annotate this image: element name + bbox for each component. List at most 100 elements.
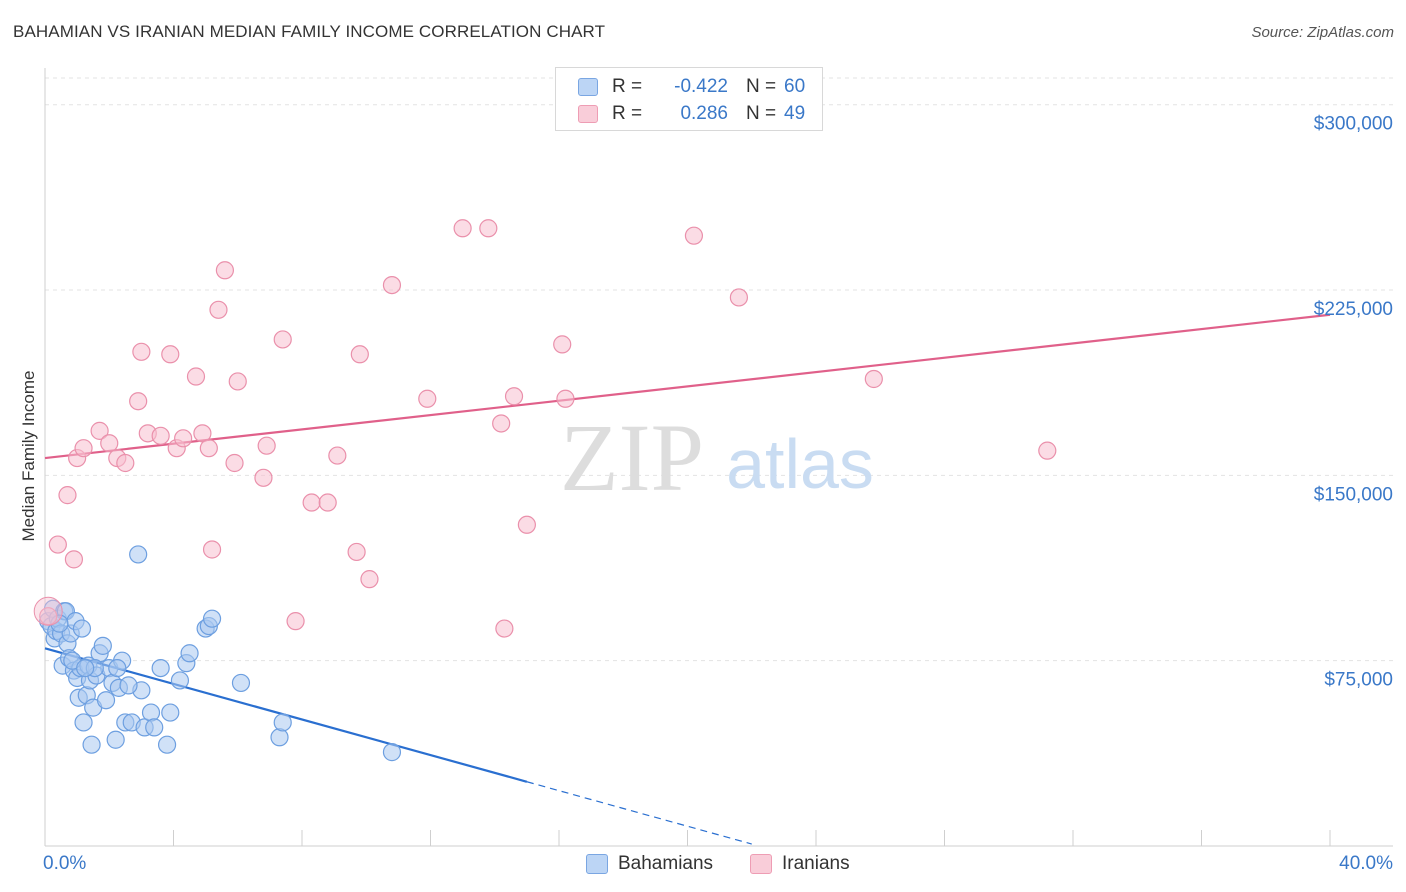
iranians-point <box>729 288 749 307</box>
iranians-point <box>517 515 536 534</box>
iranians-point <box>556 389 575 408</box>
iranians-point <box>286 612 305 631</box>
x-tick-label: 0.0% <box>43 853 86 874</box>
y-tick-label: $150,000 <box>1314 484 1393 505</box>
bahamians-point <box>106 730 125 749</box>
trend-lines <box>44 313 1331 845</box>
bahamians-point <box>96 691 116 710</box>
iranians-point <box>116 453 135 473</box>
iranians-point <box>151 426 170 445</box>
data-points <box>33 219 1057 762</box>
iranians-point <box>318 493 337 512</box>
iranians-point <box>273 330 292 349</box>
bahamians-point <box>82 735 101 754</box>
legend-r-value: -0.422 <box>674 76 728 97</box>
correlation-legend: R = -0.422 N = 60 R = 0.286 N = 49 <box>555 67 823 131</box>
y-tick-label: $75,000 <box>1324 670 1393 691</box>
iranians-point <box>504 387 524 406</box>
iranians-point <box>302 493 321 512</box>
legend-n-label: N = <box>746 76 777 97</box>
bahamians-point <box>119 676 138 695</box>
iranians-point <box>495 619 514 638</box>
bahamians-point <box>270 728 289 747</box>
iranians-point <box>161 345 180 364</box>
bahamians-point <box>382 743 402 762</box>
tick-labels: $75,000 $150,000 $225,000 $300,000 0.0% 40.0% <box>43 114 1393 874</box>
bahamians-point <box>157 735 177 754</box>
iranians-point <box>58 486 77 505</box>
iranians-point <box>684 226 704 245</box>
legend-n-value: 49 <box>784 103 806 124</box>
iranians-point <box>90 421 109 440</box>
chart-source: Source: ZipAtlas.com <box>1251 24 1394 41</box>
legend-row-iranians: R = 0.286 N = 49 <box>578 102 805 126</box>
series-name-iranians: Iranians <box>782 853 850 874</box>
iranians-point <box>202 540 222 559</box>
legend-r-value: 0.286 <box>680 103 728 124</box>
legend-n-label: N = <box>746 103 777 124</box>
iranians-point <box>492 414 511 433</box>
legend-r-label: R = <box>612 103 643 124</box>
iranians-point <box>215 261 234 280</box>
bahamians-point <box>202 609 222 628</box>
legend-row-bahamians: R = -0.422 N = 60 <box>578 75 805 99</box>
series-swatch-pink <box>750 854 772 874</box>
iranians-point <box>100 434 119 453</box>
iranians-point <box>418 389 437 408</box>
series-swatch-blue <box>586 854 608 874</box>
iranians-point <box>132 342 151 361</box>
iranians-point <box>39 607 58 626</box>
iranians-point <box>225 453 244 473</box>
iranians-point <box>864 369 883 389</box>
legend-r-label: R = <box>612 76 643 97</box>
iranians-point <box>228 372 247 391</box>
x-tick-label: 40.0% <box>1339 853 1393 874</box>
iranians-point <box>129 392 148 411</box>
series-name-bahamians: Bahamians <box>618 853 714 874</box>
bahamians-point <box>170 671 190 690</box>
iranians-point <box>186 367 206 386</box>
bahamians-point <box>161 703 180 722</box>
bahamians-point <box>129 545 148 564</box>
iranians-point <box>254 468 273 487</box>
iranians-point <box>350 345 369 364</box>
iranians-point <box>328 446 347 465</box>
iranians-trend-line <box>44 313 1331 460</box>
iranians-point <box>382 275 402 295</box>
legend-swatch-blue <box>578 78 598 96</box>
iranians-point <box>209 300 228 319</box>
iranians-point <box>479 219 498 238</box>
watermark: ZIP atlas <box>560 404 874 511</box>
watermark-zip: ZIP <box>560 404 704 511</box>
y-tick-label: $300,000 <box>1314 114 1393 135</box>
iranians-point <box>199 439 218 458</box>
iranians-point <box>257 436 276 455</box>
axes <box>44 68 1393 847</box>
bahamians-point <box>273 713 292 732</box>
bahamians-point <box>180 644 199 663</box>
iranians-point <box>1038 441 1057 460</box>
legend-n-value: 60 <box>784 76 806 97</box>
bahamians-point <box>141 703 161 722</box>
legend-swatch-pink <box>578 105 598 123</box>
y-axis-label: Median Family Income <box>19 370 38 541</box>
bahamians-point <box>231 673 251 693</box>
iranians-point <box>360 570 379 589</box>
iranians-point-large <box>33 596 63 626</box>
bahamians-point <box>108 658 127 678</box>
bahamians-point <box>145 718 164 737</box>
iranians-point <box>64 550 84 569</box>
bahamians-point <box>93 636 112 655</box>
iranians-point <box>48 535 67 554</box>
bahamians-point <box>74 713 93 732</box>
bahamians-point <box>76 658 95 678</box>
bahamians-point <box>72 619 92 638</box>
series-legend-bahamians: Bahamians <box>586 852 713 876</box>
iranians-point <box>174 429 193 448</box>
iranians-point <box>74 439 93 458</box>
iranians-point <box>553 335 572 354</box>
y-tick-label: $225,000 <box>1314 299 1393 320</box>
grid-lines <box>45 77 1393 662</box>
iranians-point <box>453 219 472 238</box>
chart-title: BAHAMIAN VS IRANIAN MEDIAN FAMILY INCOME… <box>13 22 606 41</box>
